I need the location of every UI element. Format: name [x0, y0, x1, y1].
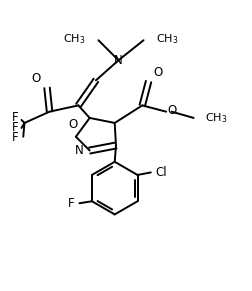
- Text: O: O: [69, 118, 78, 131]
- Text: F: F: [12, 132, 18, 145]
- Text: N: N: [75, 144, 83, 157]
- Text: F: F: [12, 111, 18, 125]
- Text: O: O: [32, 72, 41, 85]
- Text: CH$_3$: CH$_3$: [156, 32, 179, 46]
- Text: O: O: [167, 104, 177, 117]
- Text: N: N: [114, 54, 123, 67]
- Text: O: O: [153, 65, 163, 79]
- Text: CH$_3$: CH$_3$: [205, 111, 228, 125]
- Text: Cl: Cl: [156, 166, 167, 179]
- Text: CH$_3$: CH$_3$: [64, 32, 86, 46]
- Text: F: F: [68, 197, 74, 210]
- Text: F: F: [12, 121, 18, 134]
